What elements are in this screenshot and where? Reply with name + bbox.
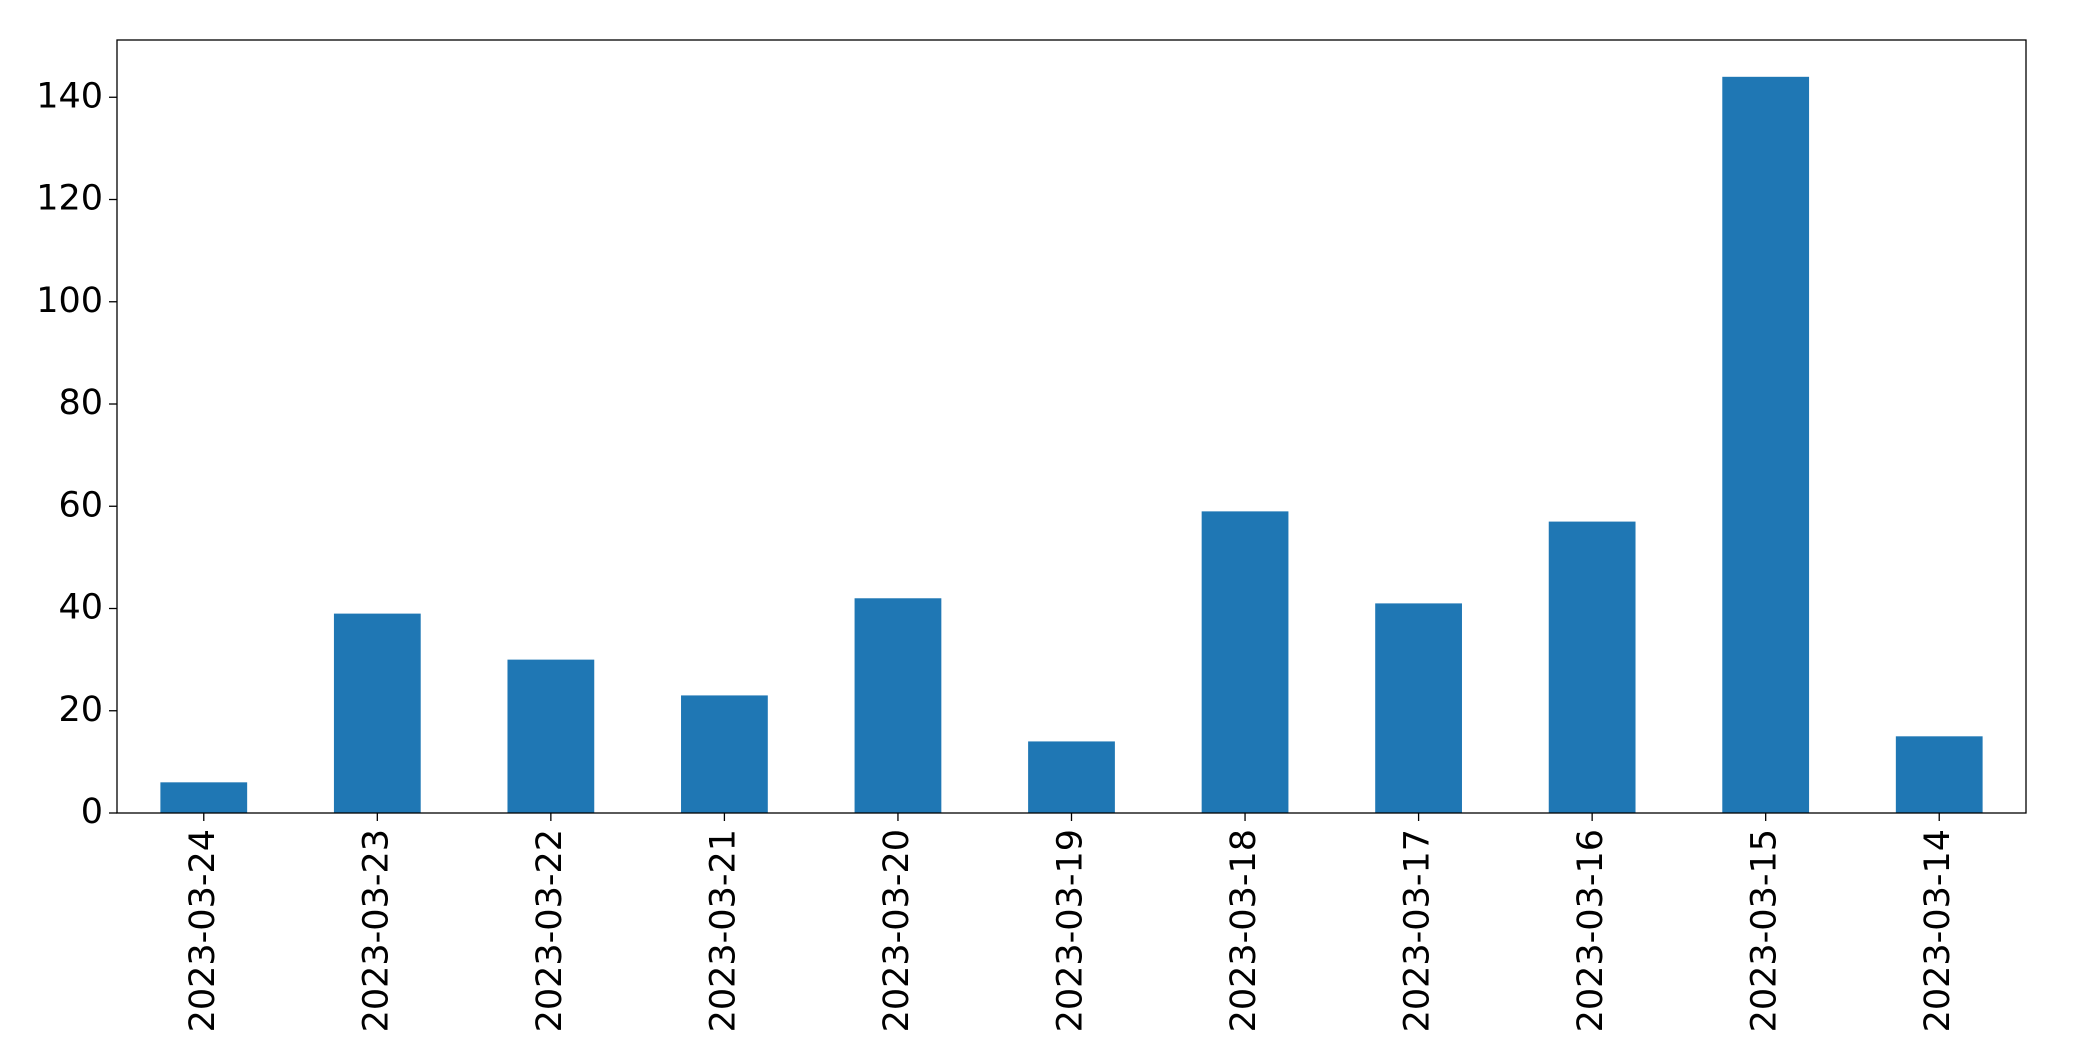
x-tick-label: 2023-03-18: [1224, 829, 1264, 1032]
bar: [854, 598, 942, 813]
bar: [1548, 521, 1636, 813]
x-tick-label: 2023-03-19: [1051, 829, 1091, 1032]
x-tick-label: 2023-03-16: [1571, 829, 1611, 1032]
bar: [1028, 741, 1115, 813]
y-tick-label: 140: [36, 76, 103, 116]
bar: [1722, 76, 1810, 814]
y-tick-label: 60: [58, 485, 103, 525]
bar: [1375, 603, 1462, 813]
y-tick-label: 80: [58, 383, 103, 423]
plot-frame: [116, 39, 2027, 814]
x-tick-label: 2023-03-14: [1918, 829, 1958, 1032]
bar: [160, 782, 248, 813]
y-tick-label: 120: [36, 179, 103, 219]
x-tick-label: 2023-03-23: [356, 829, 396, 1032]
x-tick-label: 2023-03-15: [1745, 829, 1785, 1032]
y-tick-label: 20: [58, 690, 103, 730]
x-tick-label: 2023-03-24: [183, 829, 223, 1032]
x-tick-label: 2023-03-17: [1398, 829, 1438, 1032]
x-tick-label: 2023-03-20: [877, 829, 917, 1032]
bar: [1895, 736, 1983, 813]
x-tick-label: 2023-03-22: [530, 829, 570, 1032]
y-tick-label: 0: [81, 792, 103, 832]
y-tick-label: 100: [36, 281, 103, 321]
bar: [507, 659, 595, 813]
bar: [681, 695, 768, 813]
bar: [333, 613, 421, 813]
y-tick-label: 40: [58, 588, 103, 628]
x-tick-label: 2023-03-21: [703, 829, 743, 1032]
bar: [1201, 511, 1289, 813]
